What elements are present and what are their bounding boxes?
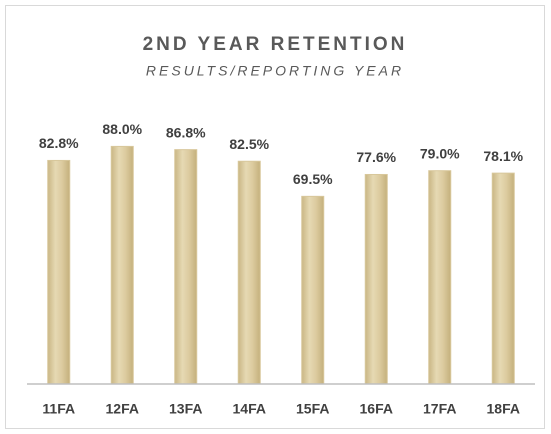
data-label: 69.5% [293,171,333,187]
bar [110,145,134,385]
bar [237,160,261,385]
x-tick-label: 12FA [106,401,139,417]
bar [428,170,452,385]
x-tick-label: 17FA [423,401,456,417]
data-label: 88.0% [102,121,142,137]
data-label: 86.8% [166,124,206,140]
data-label: 77.6% [356,149,396,165]
x-tick-label: 13FA [169,401,202,417]
x-tick-label: 11FA [42,401,75,417]
data-label: 82.5% [229,136,269,152]
chart-border [5,5,545,429]
data-label: 79.0% [420,145,460,161]
bar [301,195,325,385]
x-tick-label: 18FA [487,401,520,417]
data-label: 78.1% [483,148,523,164]
x-tick-label: 16FA [360,401,393,417]
bar [364,173,388,385]
bar [47,159,71,385]
x-tick-label: 14FA [233,401,266,417]
x-tick-label: 15FA [296,401,329,417]
bar [491,172,515,385]
chart-subtitle: RESULTS/REPORTING YEAR [146,63,404,79]
data-label: 82.8% [39,135,79,151]
chart-title: 2ND YEAR RETENTION [143,34,408,55]
bar [174,149,198,385]
